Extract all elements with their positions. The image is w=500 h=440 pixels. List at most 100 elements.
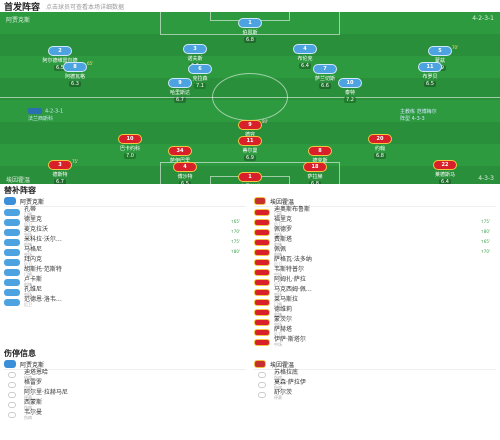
- player-name: 孔维尼: [24, 286, 43, 293]
- list-item[interactable]: 马克西姆·佩… 中场: [254, 287, 496, 297]
- list-item[interactable]: 伊萨·斯塔尔 中场: [254, 337, 496, 347]
- pitch-player-away[interactable]: 1本尼特斯6.9: [220, 172, 280, 184]
- player-rating: 6.4: [439, 179, 451, 184]
- player-info: 佩佩 前锋: [274, 247, 286, 258]
- jersey-icon: [4, 258, 20, 266]
- jersey-icon: 18: [303, 162, 327, 172]
- list-item[interactable]: 佩佩 前锋 ↑70': [254, 247, 496, 257]
- list-item[interactable]: 范德恩·洛韦… 后卫: [4, 297, 246, 307]
- jersey-icon: [254, 318, 270, 326]
- pitch-player-away[interactable]: 11 蒂尔曼 6.9: [220, 136, 280, 161]
- player-position: 门将: [274, 212, 282, 217]
- list-item[interactable]: 拜内克 后卫: [4, 257, 246, 267]
- player-name: 德容: [244, 132, 255, 138]
- pitch-player-home[interactable]: 4 布伦克 6.4: [275, 44, 335, 69]
- player-name: 韦尔曼: [24, 409, 43, 416]
- jersey-icon: 3: [183, 44, 207, 54]
- list-item[interactable]: 德维莉 前锋: [254, 307, 496, 317]
- list-item[interactable]: 蒙茨尔 中场: [254, 317, 496, 327]
- player-rating: 6.7: [54, 179, 66, 184]
- list-item[interactable]: 阿尔里·拉赫马尼 停赛: [4, 390, 246, 400]
- player-name: 费斯塔: [274, 236, 293, 243]
- player-name: 拜内克: [24, 256, 43, 263]
- player-info: 韦尔曼 伤病: [24, 409, 43, 421]
- pitch-player-home[interactable]: 7 萨兰切斯 6.6: [295, 64, 355, 89]
- injury-icon: [8, 412, 16, 418]
- sub-time-tag: 75': [72, 159, 79, 164]
- pitch-player-away[interactable]: 20 约翰 6.8: [350, 134, 410, 159]
- jersey-icon: [254, 308, 270, 316]
- list-item[interactable]: 阿姆扎·萨拉 后卫: [254, 277, 496, 287]
- player-name: 巴卡约科: [119, 146, 140, 152]
- jersey-icon: [254, 248, 270, 256]
- list-item[interactable]: 韦斯特普尔 中场: [254, 267, 496, 277]
- pitch-player-home[interactable]: 10 泰特 7.2: [320, 78, 380, 103]
- list-item[interactable]: 萨格瓦·法多纳 后卫: [254, 257, 496, 267]
- player-rating: 6.4: [299, 63, 311, 69]
- sub-in-time: ↑65': [230, 219, 240, 224]
- player-info: 德里克 后卫: [24, 216, 43, 228]
- list-item[interactable]: 孔蒂 门将: [4, 207, 246, 217]
- list-item[interactable]: 孔维尼 中场: [4, 287, 246, 297]
- player-rating: 7.0: [124, 153, 136, 159]
- bench-home-team: 阿贾克斯: [20, 198, 45, 206]
- pitch-player-home[interactable]: 6 克拉森 7.1: [170, 64, 230, 89]
- pitch-player-away[interactable]: 3 德斯特 6.7 75': [30, 159, 90, 184]
- list-item[interactable]: 莱马斯拉 门将: [254, 297, 496, 307]
- list-item[interactable]: 费斯塔 前锋 ↑65': [254, 237, 496, 247]
- pitch-player-away[interactable]: 22 莱德斯马 6.4: [415, 160, 475, 184]
- player-position: 前锋: [274, 242, 282, 247]
- list-item[interactable]: 韦尔曼 伤病: [4, 410, 246, 420]
- injury-home-team: 阿贾克斯: [20, 361, 45, 369]
- list-item[interactable]: 迪奥斯布鲁斯 门将: [254, 207, 496, 217]
- player-rating: 7.1: [194, 83, 206, 89]
- pitch-player-home[interactable]: 2 阿尔德维雷尔德 6.5: [30, 46, 90, 71]
- pitch-player-away[interactable]: 4 博沙特 6.5: [155, 162, 215, 184]
- list-item[interactable]: 佩德罗 中场 ↑80': [254, 227, 496, 237]
- player-position: 伤病: [24, 415, 32, 420]
- jersey-icon: 1: [238, 172, 262, 182]
- player-position: 伤病: [24, 385, 32, 390]
- list-item[interactable]: 米科拉·沃尔… 前锋 ↑75': [4, 237, 246, 247]
- jersey-icon: 4: [293, 44, 317, 54]
- player-position: 中场: [274, 272, 282, 277]
- player-name: 莫森·萨拉伊: [274, 379, 306, 386]
- injury-icon: [258, 382, 266, 388]
- list-item[interactable]: 萨赫塔 后卫: [254, 327, 496, 337]
- pitch-player-away[interactable]: 10 巴卡约科 7.0: [100, 134, 160, 159]
- sub-in-time: ↑75': [480, 219, 490, 224]
- list-item[interactable]: 迪塔恩哈 伤病: [4, 370, 246, 380]
- list-item[interactable]: 德里克 后卫 ↑65': [4, 217, 246, 227]
- injury-icon: [8, 372, 16, 378]
- player-position: 中场: [274, 292, 282, 297]
- pitch-player-home[interactable]: 9 哈里斯达 6.7: [150, 78, 210, 103]
- home-team-logo-icon: [4, 197, 16, 205]
- list-item[interactable]: 麦克拉沃 中场 ↑70': [4, 227, 246, 237]
- jersey-icon: 6: [188, 64, 212, 74]
- player-name: 福里克: [274, 216, 293, 223]
- pitch-player-home[interactable]: 1 伯恩斯 6.8: [220, 18, 280, 43]
- pitch-player-home[interactable]: 11 布罗贝 6.5: [400, 62, 460, 87]
- jersey-icon: 1: [238, 18, 262, 28]
- list-item[interactable]: 福里克 后卫 ↑75': [254, 217, 496, 227]
- list-item[interactable]: 舒尔茨 停赛: [254, 390, 496, 400]
- list-item[interactable]: 苏格拉底 伤病: [254, 370, 496, 380]
- injury-away-column: 埃因霍温 苏格拉底 伤病 莫森·萨拉伊 伤病 舒尔茨 停赛: [250, 359, 500, 420]
- pitch-player-home[interactable]: 8 阿德瓦格 6.3 65': [45, 61, 105, 87]
- injury-home-column: 阿贾克斯 迪塔恩哈 伤病 格雷罗 伤病 阿尔里·拉赫马尼 停赛 西蒙斯 伤病 韦尔曼 伤病: [0, 359, 250, 420]
- list-item[interactable]: 格雷罗 伤病: [4, 380, 246, 390]
- mid-label-left-2: 法兰西斯科: [28, 116, 54, 122]
- list-item[interactable]: 西蒙斯 伤病: [4, 400, 246, 410]
- list-item[interactable]: 胡斯托·范斯特 门将: [4, 267, 246, 277]
- list-item[interactable]: 莫森·萨拉伊 伤病: [254, 380, 496, 390]
- list-item[interactable]: 卢卡斯 前锋: [4, 277, 246, 287]
- player-name: 布罗贝: [422, 74, 438, 80]
- player-position: 中场: [24, 252, 32, 257]
- player-position: 伤病: [274, 375, 282, 380]
- pitch-player-away[interactable]: 18 萨拉赫 6.8: [285, 162, 345, 184]
- player-name: 德里克: [24, 216, 43, 223]
- player-rating: 7.2: [344, 97, 356, 103]
- player-info: 苏格拉底 伤病: [274, 370, 298, 381]
- sub-in-time: ↑65': [480, 239, 490, 244]
- list-item[interactable]: 马格尼 中场 ↑80': [4, 247, 246, 257]
